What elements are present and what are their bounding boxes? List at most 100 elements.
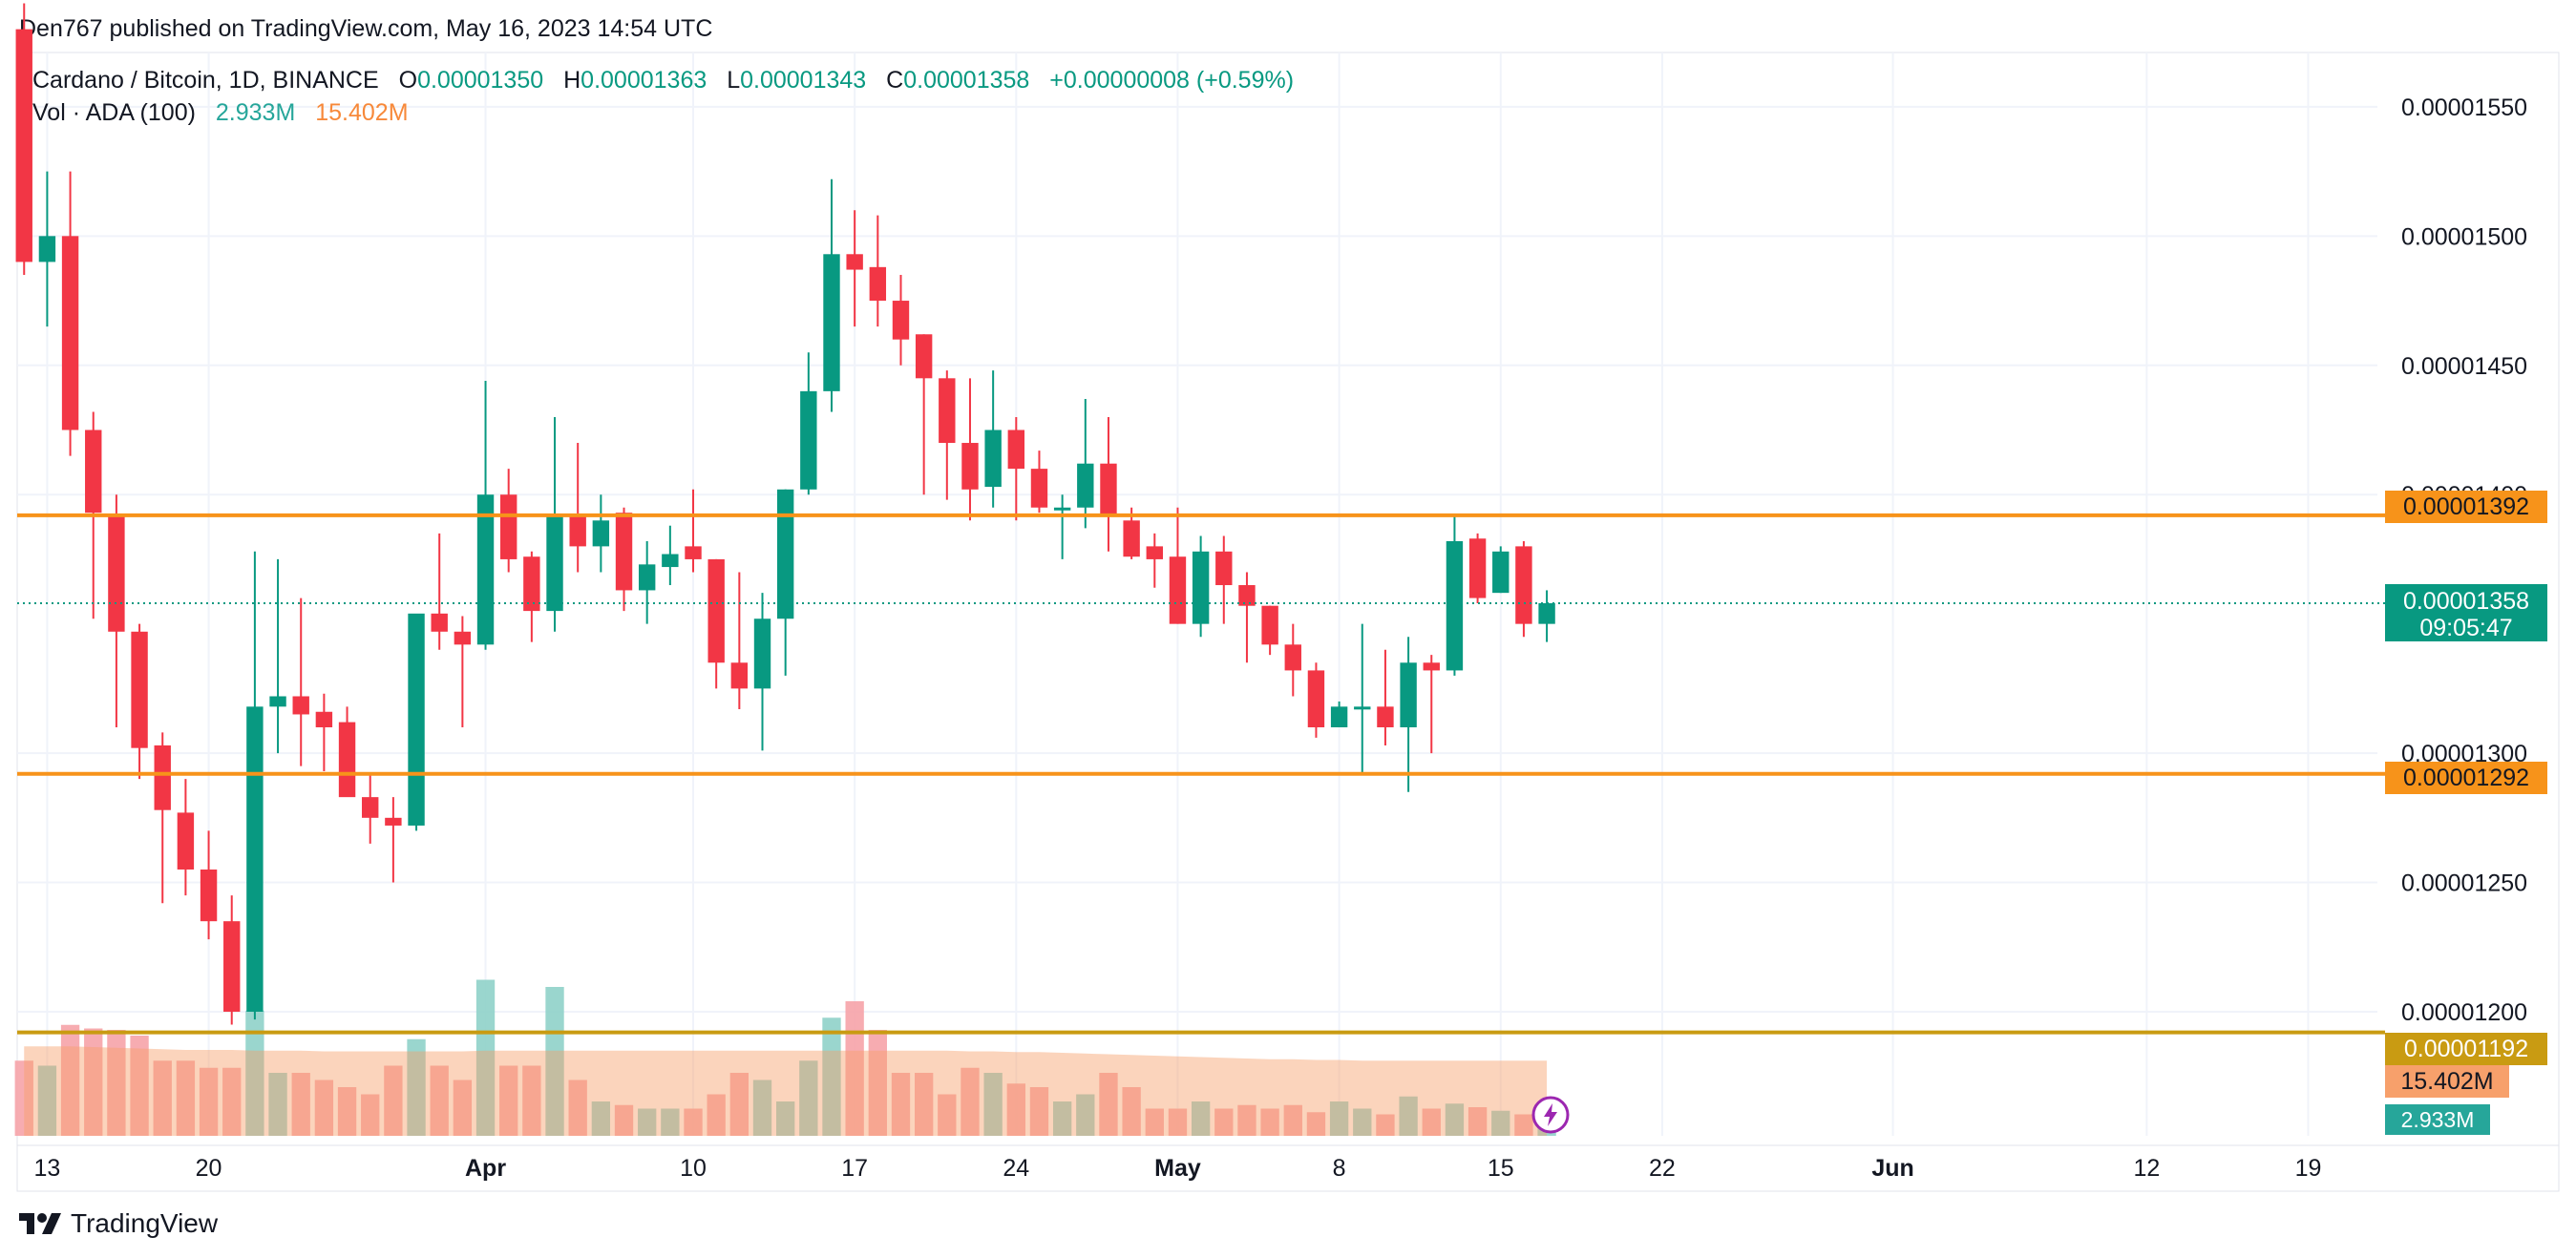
candle-body (454, 631, 472, 645)
x-tick-label: 12 (2133, 1155, 2160, 1182)
y-tick-label: 0.00001550 (2401, 94, 2527, 121)
high-value: 0.00001363 (581, 67, 707, 94)
candle-body (1307, 670, 1325, 728)
volume-bar (938, 1094, 957, 1136)
candle-body (269, 696, 286, 707)
volume-bar (1422, 1108, 1441, 1136)
candle-body (685, 546, 702, 559)
volume-bar (776, 1101, 795, 1136)
candle-body (1515, 546, 1532, 624)
candle-body (1446, 540, 1464, 671)
last-price-tag: 0.00001358 09:05:47 (2385, 584, 2547, 641)
volume-bar (891, 1073, 911, 1136)
open-label: O (398, 67, 418, 94)
candle-body (915, 334, 933, 379)
x-tick-label: 13 (34, 1155, 61, 1182)
volume-bar (752, 1080, 772, 1136)
volume-bar (14, 1060, 33, 1136)
x-tick-label: Jun (1871, 1155, 1913, 1182)
volume-ma-value: 15.402M (315, 99, 409, 126)
candle-body (730, 662, 749, 689)
candle-body (1492, 551, 1510, 594)
candle-body (592, 520, 610, 547)
candle-body (846, 254, 863, 270)
plot-frame (16, 52, 2560, 1192)
volume-histogram (14, 979, 1556, 1136)
volume-bar (684, 1108, 703, 1136)
volume-bar (1329, 1101, 1349, 1136)
volume-bar (1006, 1083, 1025, 1136)
candle-body (223, 921, 241, 1012)
volume-bar (1214, 1108, 1234, 1136)
tradingview-logo[interactable]: TradingView (19, 1208, 218, 1239)
volume-bar (60, 1024, 80, 1136)
volume-bar (245, 1010, 264, 1136)
volume-bar (729, 1073, 750, 1136)
volume-bar (661, 1108, 680, 1136)
volume-bar (983, 1073, 1003, 1136)
candle-body (1261, 605, 1278, 645)
candle-body (638, 564, 656, 591)
volume-bar (130, 1036, 149, 1136)
candle-body (1146, 546, 1163, 559)
y-tick-label: 0.00001500 (2401, 223, 2527, 250)
candle-body (892, 301, 910, 340)
volume-bar (430, 1065, 449, 1136)
volume-bar (222, 1067, 242, 1136)
volume-bar (568, 1080, 587, 1136)
candle-body (753, 619, 771, 689)
candle-body (1330, 706, 1348, 728)
volume-bar (638, 1108, 657, 1136)
last-price-value: 0.00001358 (2402, 588, 2530, 615)
candle-body (315, 711, 333, 728)
candle-body (408, 613, 425, 826)
y-tick-label: 0.00001200 (2401, 999, 2527, 1026)
volume-bar (153, 1060, 172, 1136)
y-tick-label: 0.00001450 (2401, 353, 2527, 380)
open-value: 0.00001350 (417, 67, 544, 94)
volume-ma-tag: 15.402M (2385, 1065, 2509, 1098)
x-tick-label: 17 (841, 1155, 868, 1182)
candle-body (200, 869, 218, 922)
candle-body (1123, 520, 1140, 557)
volume-bar (1122, 1087, 1141, 1136)
volume-bar (407, 1038, 426, 1136)
volume-bar (337, 1087, 357, 1136)
candle-body (1377, 706, 1394, 728)
symbol-title[interactable]: Cardano / Bitcoin, 1D, BINANCE (32, 67, 379, 94)
volume-bar (199, 1067, 219, 1136)
volume-bar (1260, 1108, 1279, 1136)
close-value: 0.00001358 (903, 67, 1030, 94)
candle-body (177, 812, 195, 870)
ohlc-legend: Cardano / Bitcoin, 1D, BINANCE O0.000013… (32, 67, 1294, 94)
volume-bar (845, 1001, 864, 1136)
volume-label[interactable]: Vol · ADA (100) (32, 99, 196, 126)
candle-body (869, 266, 887, 302)
volume-bar (1445, 1103, 1465, 1136)
bar-countdown: 09:05:47 (2419, 615, 2513, 641)
candle-body (499, 494, 517, 559)
candle-body (961, 443, 979, 490)
x-tick-label: May (1154, 1155, 1201, 1182)
resistance-price-tag: 0.00001392 (2385, 491, 2547, 523)
lightning-icon[interactable] (1531, 1095, 1571, 1140)
candle-body (292, 696, 309, 715)
volume-bar (1052, 1101, 1072, 1136)
candle-body (1100, 463, 1117, 515)
volume-bar (961, 1067, 980, 1136)
x-tick-label: 22 (1649, 1155, 1676, 1182)
volume-bar (1145, 1108, 1164, 1136)
candle-body (984, 430, 1002, 488)
candle-body (1423, 662, 1440, 671)
volume-bar (914, 1073, 934, 1136)
candle-body (662, 554, 679, 568)
volume-bar (499, 1065, 518, 1136)
volume-bar (291, 1073, 310, 1136)
candle-body (776, 489, 794, 619)
volume-bar (453, 1080, 473, 1136)
horizontal-levels (17, 52, 2385, 1035)
volume-bar (475, 979, 496, 1136)
volume-bar (1467, 1107, 1488, 1136)
volume-ma-area (24, 1046, 1548, 1136)
